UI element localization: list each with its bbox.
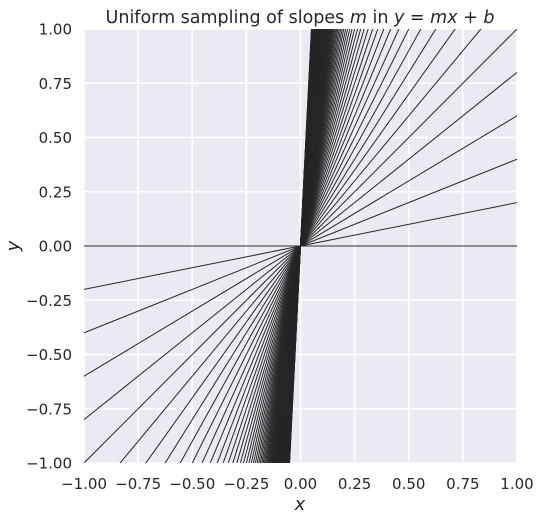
x-tick-labels: −1.00 −0.75 −0.50 −0.25 0.00 0.25 0.50 0.75 1.00 xyxy=(61,475,534,493)
x-tick-label: 0.75 xyxy=(446,475,479,493)
y-tick-labels: −1.00 −0.75 −0.50 −0.25 0.00 0.25 0.50 0.75 1.00 xyxy=(26,21,72,473)
chart-title-var-m: m xyxy=(350,8,367,28)
y-tick-label: 1.00 xyxy=(39,21,72,39)
y-tick-label: 0.50 xyxy=(39,129,72,147)
x-tick-label: −1.00 xyxy=(61,475,107,493)
slope-lines xyxy=(84,29,517,463)
y-tick-label: −0.25 xyxy=(26,292,72,310)
x-tick-label: 0.25 xyxy=(338,475,371,493)
y-tick-label: −0.75 xyxy=(26,400,72,418)
y-tick-label: −1.00 xyxy=(26,455,72,473)
x-tick-label: 1.00 xyxy=(500,475,533,493)
x-tick-label: −0.25 xyxy=(223,475,269,493)
x-tick-label: −0.50 xyxy=(169,475,215,493)
x-tick-label: 0.50 xyxy=(392,475,425,493)
x-tick-label: 0.00 xyxy=(284,475,317,493)
y-tick-label: 0.75 xyxy=(39,75,72,93)
x-tick-label: −0.75 xyxy=(115,475,161,493)
y-tick-label: 0.25 xyxy=(39,183,72,201)
chart-title: Uniform sampling of slopes m in y = mx +… xyxy=(106,8,495,28)
x-axis-label: x xyxy=(294,494,306,515)
y-tick-label: −0.50 xyxy=(26,346,72,364)
slope-line xyxy=(289,29,312,463)
y-tick-label: 0.00 xyxy=(39,238,72,256)
chart-title-middle: in xyxy=(367,8,394,28)
chart-title-prefix: Uniform sampling of slopes xyxy=(106,8,350,28)
y-axis-label: y xyxy=(3,240,24,252)
chart-title-equation: y = mx + b xyxy=(393,8,494,28)
